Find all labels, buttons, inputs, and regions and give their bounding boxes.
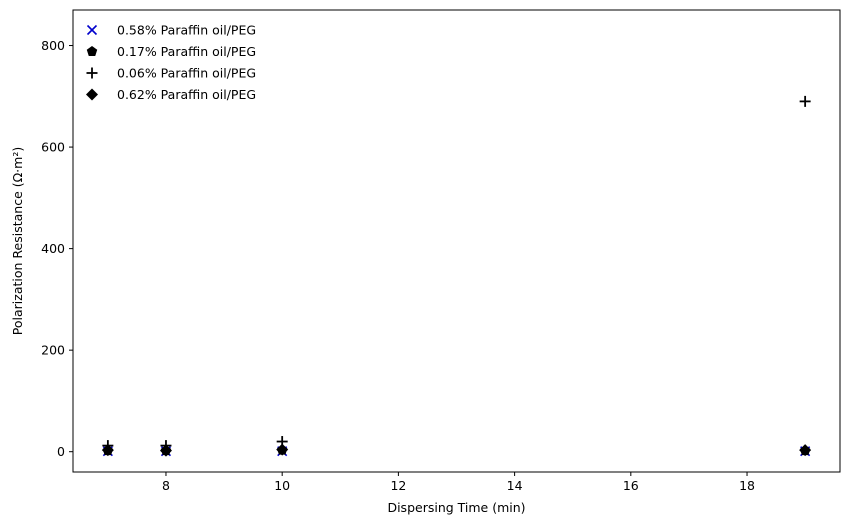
x-tick-label: 12	[390, 478, 406, 493]
y-tick-label: 600	[41, 140, 65, 155]
x-axis-label: Dispersing Time (min)	[387, 500, 525, 515]
marker-shape	[86, 88, 98, 101]
legend-item: 0.06% Paraffin oil/PEG	[86, 66, 256, 81]
data-point	[101, 444, 114, 457]
x-axis: 8 10 12 14 16 18	[162, 472, 755, 493]
y-tick-label: 400	[41, 241, 65, 256]
marker-shape	[101, 444, 114, 457]
y-axis-label: Polarization Resistance (Ω·m²)	[10, 147, 25, 335]
x-tick-label: 8	[162, 478, 170, 493]
data-point	[276, 443, 289, 456]
legend-item: 0.58% Paraffin oil/PEG	[86, 23, 256, 38]
x-tick-label: 10	[274, 478, 290, 493]
plot-frame	[72, 9, 841, 473]
data-point	[799, 95, 811, 107]
y-axis: 0 200 400 600 800	[41, 38, 73, 459]
legend-label: 0.06% Paraffin oil/PEG	[117, 66, 256, 81]
legend-marker	[86, 46, 98, 56]
marker-stroke	[86, 24, 98, 36]
x-tick-label: 14	[507, 478, 523, 493]
x-tick-label: 18	[739, 478, 755, 493]
plot-area	[72, 9, 841, 473]
marker-shape	[159, 444, 172, 457]
marker-shape	[799, 444, 812, 457]
marker-shape	[276, 443, 289, 456]
legend-item: 0.17% Paraffin oil/PEG	[86, 44, 256, 59]
x-tick-label: 16	[623, 478, 639, 493]
y-tick-label: 800	[41, 38, 65, 53]
marker-shape	[86, 46, 98, 56]
data-points	[101, 95, 812, 457]
legend-marker	[86, 24, 98, 36]
y-tick-label: 200	[41, 343, 65, 358]
legend-item: 0.62% Paraffin oil/PEG	[86, 87, 256, 102]
legend: 0.58% Paraffin oil/PEG 0.17% Paraffin oil…	[86, 23, 256, 102]
legend-label: 0.58% Paraffin oil/PEG	[117, 23, 256, 38]
legend-marker	[86, 88, 98, 101]
data-point	[159, 444, 172, 457]
y-tick-label: 0	[57, 444, 65, 459]
legend-label: 0.62% Paraffin oil/PEG	[117, 87, 256, 102]
legend-marker	[86, 67, 98, 79]
data-point	[799, 444, 812, 457]
legend-label: 0.17% Paraffin oil/PEG	[117, 44, 256, 59]
